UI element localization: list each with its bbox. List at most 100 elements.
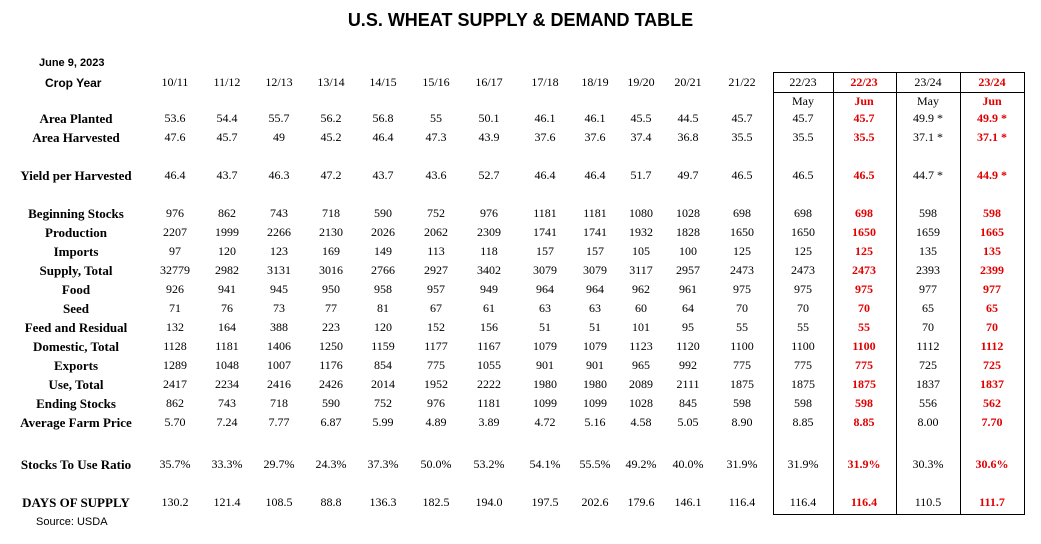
table-cell: 44.5 bbox=[677, 111, 699, 125]
row-label: Area Harvested bbox=[32, 130, 120, 145]
table-cell: 976 bbox=[480, 206, 498, 220]
column-header-year: 10/11 bbox=[161, 75, 189, 89]
table-cell: 46.3 bbox=[268, 168, 290, 182]
table-cell: 977 bbox=[919, 282, 937, 296]
table-cell: 1741 bbox=[533, 225, 557, 239]
table-cell: 169 bbox=[322, 244, 340, 258]
table-cell: 598 bbox=[794, 396, 812, 410]
table-cell: 3402 bbox=[477, 263, 501, 277]
table-cell: 118 bbox=[480, 244, 498, 258]
table-cell: 2111 bbox=[676, 377, 700, 391]
table-cell: 2062 bbox=[424, 225, 448, 239]
table-cell: 5.16 bbox=[584, 415, 606, 429]
table-cell: 46.5 bbox=[853, 168, 875, 182]
column-header-year: 22/23 bbox=[850, 75, 878, 89]
table-cell: 961 bbox=[679, 282, 697, 296]
column-header-year: 16/17 bbox=[475, 75, 503, 89]
table-cell: 65 bbox=[922, 301, 934, 315]
table-cell: 53.6 bbox=[164, 111, 186, 125]
table-cell: 73 bbox=[273, 301, 285, 315]
table-cell: 2266 bbox=[267, 225, 291, 239]
column-header-year: 11/12 bbox=[213, 75, 241, 89]
table-cell: 46.1 bbox=[584, 111, 606, 125]
table-cell: 37.4 bbox=[630, 130, 652, 144]
table-cell: 1099 bbox=[583, 396, 607, 410]
table-cell: 46.4 bbox=[534, 168, 556, 182]
table-cell: 116.4 bbox=[789, 495, 817, 509]
table-cell: 2927 bbox=[424, 263, 448, 277]
table-cell: 958 bbox=[374, 282, 392, 296]
row-label: Exports bbox=[53, 358, 99, 373]
table-cell: 113 bbox=[427, 244, 445, 258]
table-cell: 7.24 bbox=[216, 415, 238, 429]
table-cell: 52.7 bbox=[478, 168, 500, 182]
table-cell: 44.7 * bbox=[913, 168, 943, 182]
table-cell: 1007 bbox=[267, 358, 291, 372]
table-cell: 4.58 bbox=[630, 415, 652, 429]
column-header-year: 19/20 bbox=[627, 75, 655, 89]
table-cell: 945 bbox=[270, 282, 288, 296]
table-cell: 47.6 bbox=[164, 130, 186, 144]
table-cell: 65 bbox=[986, 301, 998, 315]
row-label: Beginning Stocks bbox=[28, 206, 124, 221]
table-cell: 854 bbox=[374, 358, 392, 372]
table-cell: 71 bbox=[169, 301, 181, 315]
table-cell: 37.3% bbox=[367, 457, 399, 471]
table-cell: 598 bbox=[919, 206, 937, 220]
table-cell: 901 bbox=[586, 358, 604, 372]
table-cell: 1665 bbox=[980, 225, 1004, 239]
table-cell: 49.9 * bbox=[913, 111, 943, 125]
table-cell: 2473 bbox=[730, 263, 754, 277]
table-cell: 46.5 bbox=[731, 168, 753, 182]
table-cell: 775 bbox=[855, 358, 873, 372]
row-label: Ending Stocks bbox=[36, 396, 116, 411]
table-cell: 2473 bbox=[852, 263, 876, 277]
table-cell: 388 bbox=[270, 320, 288, 334]
table-cell: 123 bbox=[270, 244, 288, 258]
table-cell: 49.9 * bbox=[977, 111, 1007, 125]
table-cell: 975 bbox=[794, 282, 812, 296]
table-cell: 35.5 bbox=[731, 130, 753, 144]
table-cell: 2222 bbox=[477, 377, 501, 391]
table-cell: 1100 bbox=[852, 339, 876, 353]
table-cell: 223 bbox=[322, 320, 340, 334]
table-cell: 845 bbox=[679, 396, 697, 410]
table-cell: 862 bbox=[166, 396, 184, 410]
column-header-year: 12/13 bbox=[265, 75, 293, 89]
table-title: U.S. WHEAT SUPPLY & DEMAND TABLE bbox=[347, 10, 694, 30]
table-cell: 55 bbox=[430, 111, 442, 125]
column-header-year: 21/22 bbox=[728, 75, 756, 89]
table-cell: 2089 bbox=[629, 377, 653, 391]
table-cell: 37.6 bbox=[584, 130, 606, 144]
table-cell: 111.7 bbox=[979, 495, 1005, 509]
row-label: Stocks To Use Ratio bbox=[20, 457, 132, 472]
table-cell: 1875 bbox=[730, 377, 754, 391]
table-cell: 926 bbox=[166, 282, 184, 296]
table-cell: 157 bbox=[586, 244, 604, 258]
table-cell: 1659 bbox=[916, 225, 940, 239]
table-cell: 598 bbox=[855, 396, 873, 410]
table-cell: 698 bbox=[855, 206, 873, 220]
table-cell: 77 bbox=[325, 301, 337, 315]
table-cell: 2766 bbox=[371, 263, 395, 277]
table-cell: 2399 bbox=[980, 263, 1004, 277]
table-cell: 975 bbox=[855, 282, 873, 296]
table-cell: 182.5 bbox=[422, 495, 450, 509]
table-cell: 725 bbox=[983, 358, 1001, 372]
table-cell: 51 bbox=[539, 320, 551, 334]
table-cell: 6.87 bbox=[320, 415, 342, 429]
table-cell: 45.5 bbox=[630, 111, 652, 125]
table-cell: 3079 bbox=[583, 263, 607, 277]
table-cell: 698 bbox=[794, 206, 812, 220]
table-cell: 1028 bbox=[676, 206, 700, 220]
table-cell: 2473 bbox=[791, 263, 815, 277]
table-cell: 1181 bbox=[533, 206, 557, 220]
table-cell: 964 bbox=[536, 282, 554, 296]
source-note: Source: USDA bbox=[36, 516, 108, 528]
table-cell: 81 bbox=[377, 301, 389, 315]
table-cell: 725 bbox=[919, 358, 937, 372]
table-cell: 135 bbox=[983, 244, 1001, 258]
table-cell: 45.7 bbox=[853, 111, 875, 125]
table-cell: 2234 bbox=[215, 377, 239, 391]
table-cell: 1650 bbox=[852, 225, 876, 239]
